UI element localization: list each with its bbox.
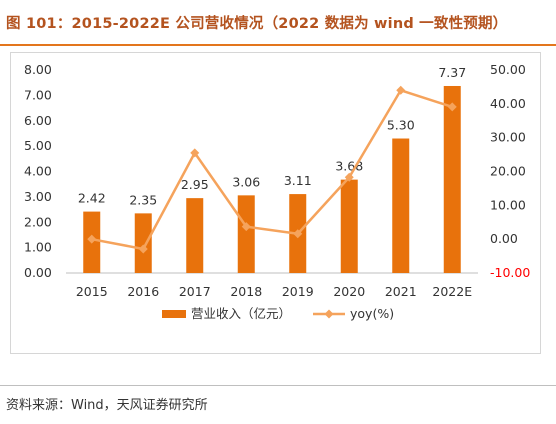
right-axis-tick-label: -10.00 bbox=[490, 265, 530, 280]
legend-line-label: yoy(%) bbox=[350, 306, 394, 321]
right-axis-tick-label: 30.00 bbox=[490, 130, 526, 145]
revenue-bar bbox=[237, 195, 255, 273]
left-axis-tick-label: 3.00 bbox=[24, 189, 52, 204]
chart-axes: 0.00 1.00 2.00 3.00 4.00 5.00 6.00 7.00 8.00 -10.… bbox=[24, 62, 530, 299]
left-axis-tick-label: 0.00 bbox=[24, 265, 52, 280]
yoy-point-marker bbox=[447, 102, 457, 112]
bar-data-label: 7.37 bbox=[438, 65, 466, 80]
left-axis-tick-label: 7.00 bbox=[24, 87, 52, 102]
x-axis-tick-label: 2016 bbox=[127, 284, 159, 299]
chart-bars: 2.42 2.35 2.95 3.06 3.11 3.68 5.30 7.37 bbox=[78, 65, 466, 273]
left-axis-tick-label: 4.00 bbox=[24, 164, 52, 179]
bar-data-label: 3.06 bbox=[232, 174, 260, 189]
legend-bar-label: 营业收入（亿元） bbox=[191, 306, 291, 321]
yoy-point-marker bbox=[241, 222, 251, 232]
x-axis-tick-label: 2015 bbox=[76, 284, 108, 299]
chart-frame bbox=[10, 52, 541, 354]
bar-data-label: 3.11 bbox=[284, 173, 312, 188]
left-axis-tick-label: 2.00 bbox=[24, 214, 52, 229]
left-axis-tick-label: 5.00 bbox=[24, 138, 52, 153]
bar-data-label: 2.35 bbox=[129, 192, 157, 207]
x-axis-tick-label: 2020 bbox=[333, 284, 365, 299]
x-axis-tick-label: 2019 bbox=[282, 284, 314, 299]
bar-data-label: 2.42 bbox=[78, 191, 106, 206]
right-axis-tick-label: 0.00 bbox=[490, 231, 518, 246]
legend-bar-swatch bbox=[162, 310, 186, 318]
x-axis-tick-label: 2021 bbox=[385, 284, 417, 299]
bar-data-label: 3.68 bbox=[335, 159, 363, 174]
yoy-point-marker bbox=[396, 85, 406, 95]
yoy-point-marker bbox=[87, 234, 97, 244]
x-axis-tick-label: 2017 bbox=[179, 284, 211, 299]
right-axis-tick-label: 50.00 bbox=[490, 62, 526, 77]
chart-line bbox=[87, 85, 457, 254]
figure-title: 图 101：2015-2022E 公司营收情况（2022 数据为 wind 一致… bbox=[6, 16, 508, 32]
x-axis-tick-label: 2018 bbox=[230, 284, 262, 299]
x-axis-tick-label: 2022E bbox=[432, 284, 472, 299]
source-note: 资料来源：Wind，天风证券研究所 bbox=[6, 398, 208, 413]
yoy-series-line bbox=[91, 89, 453, 251]
left-axis-tick-label: 1.00 bbox=[24, 240, 52, 255]
revenue-bar bbox=[392, 138, 410, 273]
title-rule bbox=[0, 44, 556, 46]
revenue-bar bbox=[186, 198, 204, 273]
legend-line-marker bbox=[324, 309, 334, 319]
yoy-point-marker bbox=[138, 244, 148, 254]
source-rule bbox=[0, 385, 556, 386]
bar-data-label: 2.95 bbox=[181, 177, 209, 192]
right-axis-tick-label: 20.00 bbox=[490, 164, 526, 179]
right-axis-tick-label: 10.00 bbox=[490, 197, 526, 212]
bar-data-label: 5.30 bbox=[387, 118, 415, 133]
revenue-bar bbox=[443, 85, 461, 273]
chart-legend: 营业收入（亿元） yoy(%) bbox=[162, 306, 394, 321]
right-axis-tick-label: 40.00 bbox=[490, 96, 526, 111]
yoy-point-marker bbox=[190, 148, 200, 158]
yoy-point-marker bbox=[344, 172, 354, 182]
revenue-bar bbox=[340, 179, 358, 273]
yoy-point-marker bbox=[293, 229, 303, 239]
left-axis-tick-label: 6.00 bbox=[24, 113, 52, 128]
revenue-bar bbox=[134, 213, 152, 273]
left-axis-tick-label: 8.00 bbox=[24, 62, 52, 77]
